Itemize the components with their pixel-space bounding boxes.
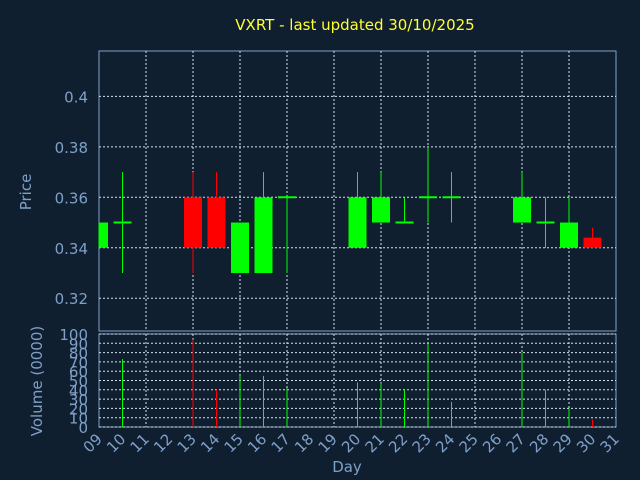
x-tick-label: 19 bbox=[315, 430, 341, 456]
candle bbox=[98, 222, 108, 248]
x-ticks: 0910111213141516171819202122232425262728… bbox=[80, 430, 623, 456]
candle-body bbox=[207, 197, 226, 248]
x-tick-label: 25 bbox=[456, 430, 482, 456]
volume-y-tick-label: 10 bbox=[69, 410, 88, 428]
x-tick-label: 24 bbox=[432, 430, 458, 456]
candle-body bbox=[348, 197, 367, 248]
x-tick-label: 15 bbox=[221, 430, 247, 456]
x-tick-label: 26 bbox=[479, 430, 505, 456]
x-tick-label: 20 bbox=[338, 430, 364, 456]
candle bbox=[207, 172, 226, 248]
x-tick-label: 22 bbox=[385, 430, 411, 456]
candle-body bbox=[231, 222, 249, 273]
x-tick-label: 28 bbox=[526, 430, 552, 456]
volume-y-tick-label: 0 bbox=[78, 419, 88, 437]
candle bbox=[278, 196, 296, 273]
candle-body bbox=[583, 237, 602, 248]
candle bbox=[513, 172, 531, 223]
x-axis-label: Day bbox=[332, 458, 362, 476]
candle-body bbox=[560, 222, 578, 248]
candle-body bbox=[254, 197, 273, 273]
volume-y-tick-label: 50 bbox=[69, 373, 88, 391]
volume-y-tick-label: 60 bbox=[69, 363, 88, 381]
candle bbox=[536, 197, 555, 248]
x-tick-label: 29 bbox=[550, 430, 576, 456]
volume-y-tick-label: 100 bbox=[59, 326, 88, 344]
chart-title: VXRT - last updated 30/10/2025 bbox=[235, 16, 474, 34]
x-tick-label: 11 bbox=[127, 430, 153, 456]
x-tick-label: 17 bbox=[268, 430, 294, 456]
volume-bars bbox=[122, 339, 593, 427]
price-y-tick-label: 0.36 bbox=[55, 189, 88, 207]
x-tick-label: 23 bbox=[409, 430, 435, 456]
x-tick-label: 27 bbox=[503, 430, 529, 456]
price-y-tick-label: 0.34 bbox=[55, 240, 88, 258]
volume-y-tick-label: 30 bbox=[69, 391, 88, 409]
x-tick-label: 30 bbox=[573, 430, 599, 456]
volume-axis-label: Volume (0000) bbox=[28, 326, 46, 436]
price-axis-label: Price bbox=[17, 174, 35, 211]
candle-body bbox=[184, 197, 202, 248]
candle bbox=[348, 172, 367, 248]
candle bbox=[560, 197, 578, 248]
price-panel: 0.32 0.34 0.36 0.38 0.4 Price bbox=[17, 50, 617, 332]
x-tick-label: 16 bbox=[244, 430, 270, 456]
x-tick-label: 10 bbox=[103, 430, 129, 456]
candle-body bbox=[372, 197, 390, 223]
candle bbox=[419, 146, 437, 223]
price-y-ticks: 0.32 0.34 0.36 0.38 0.4 bbox=[55, 88, 88, 308]
price-plot-area bbox=[98, 50, 617, 332]
candle bbox=[184, 172, 202, 273]
price-y-tick-label: 0.38 bbox=[55, 139, 88, 157]
volume-y-tick-label: 20 bbox=[69, 400, 88, 418]
candle bbox=[113, 172, 132, 273]
candle bbox=[231, 222, 249, 273]
x-tick-label: 18 bbox=[291, 430, 317, 456]
candle bbox=[442, 172, 461, 223]
volume-y-tick-label: 70 bbox=[69, 354, 88, 372]
x-tick-label: 14 bbox=[197, 430, 223, 456]
candle-body bbox=[99, 222, 108, 248]
volume-y-tick-label: 90 bbox=[69, 335, 88, 353]
price-y-tick-label: 0.4 bbox=[64, 88, 88, 106]
volume-y-tick-label: 80 bbox=[69, 345, 88, 363]
x-tick-label: 21 bbox=[362, 430, 388, 456]
x-tick-label: 31 bbox=[597, 430, 623, 456]
candle bbox=[583, 227, 602, 248]
price-y-tick-label: 0.32 bbox=[55, 290, 88, 308]
candles bbox=[98, 146, 602, 273]
candle bbox=[395, 197, 414, 224]
candle bbox=[254, 172, 273, 273]
x-tick-label: 13 bbox=[174, 430, 200, 456]
candle-body bbox=[513, 197, 531, 223]
candle bbox=[372, 172, 390, 223]
x-tick-label: 12 bbox=[150, 430, 176, 456]
volume-y-tick-label: 40 bbox=[69, 382, 88, 400]
